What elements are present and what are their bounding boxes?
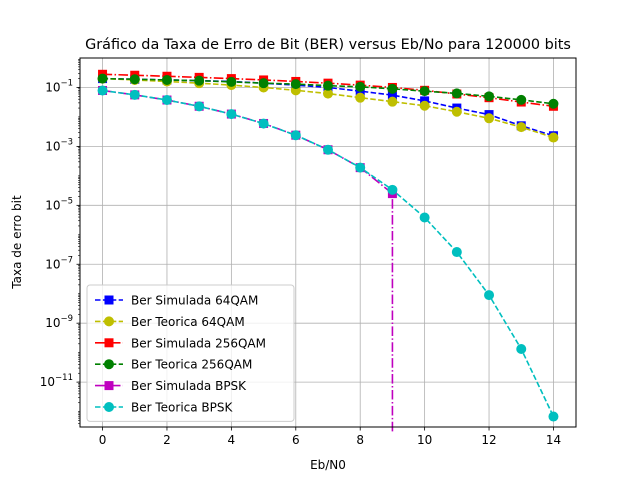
data-point bbox=[484, 290, 495, 301]
legend-marker bbox=[104, 359, 114, 370]
data-point bbox=[419, 100, 430, 111]
data-point bbox=[516, 94, 527, 105]
x-tick-label: 2 bbox=[163, 433, 171, 447]
data-point bbox=[129, 74, 140, 85]
legend-label: Ber Simulada BPSK bbox=[131, 379, 247, 393]
data-point bbox=[290, 79, 301, 90]
series-5 bbox=[97, 85, 559, 422]
data-point bbox=[355, 92, 366, 103]
series-3 bbox=[97, 73, 559, 109]
data-point bbox=[548, 98, 559, 109]
x-tick-label: 4 bbox=[228, 433, 236, 447]
data-point bbox=[451, 247, 462, 258]
data-point bbox=[419, 86, 430, 97]
data-point bbox=[226, 76, 237, 87]
legend-entry: Ber Simulada BPSK bbox=[95, 379, 247, 393]
x-tick-label: 8 bbox=[356, 433, 364, 447]
legend-label: Ber Teorica 64QAM bbox=[131, 315, 245, 329]
data-point bbox=[97, 85, 108, 96]
legend-entry: Ber Teorica 256QAM bbox=[95, 358, 252, 372]
data-point bbox=[323, 144, 333, 155]
data-point bbox=[323, 80, 333, 91]
legend-label: Ber Simulada 64QAM bbox=[131, 294, 258, 308]
legend-marker bbox=[104, 295, 114, 305]
data-point bbox=[419, 212, 430, 223]
data-point bbox=[451, 106, 462, 117]
data-point bbox=[387, 83, 398, 94]
data-point bbox=[258, 118, 269, 129]
legend-label: Ber Simulada 256QAM bbox=[131, 336, 266, 350]
data-point bbox=[258, 78, 269, 89]
data-point bbox=[194, 101, 205, 112]
data-point bbox=[484, 91, 495, 102]
legend-label: Ber Teorica BPSK bbox=[131, 401, 233, 415]
x-tick-label: 0 bbox=[99, 433, 107, 447]
legend-label: Ber Teorica 256QAM bbox=[131, 358, 252, 372]
data-point bbox=[516, 344, 527, 355]
x-tick-label: 14 bbox=[546, 433, 561, 447]
data-point bbox=[129, 89, 140, 100]
y-tick-label: 10−9 bbox=[45, 314, 73, 330]
data-point bbox=[161, 95, 172, 106]
data-point bbox=[161, 74, 172, 85]
y-tick-label: 10−1 bbox=[45, 78, 73, 94]
data-point bbox=[548, 132, 559, 143]
data-point bbox=[97, 73, 108, 84]
chart-title: Gráfico da Taxa de Erro de Bit (BER) ver… bbox=[85, 37, 571, 53]
legend-entry: Ber Teorica 64QAM bbox=[95, 315, 245, 329]
legend-marker bbox=[104, 338, 114, 348]
x-tick-label: 10 bbox=[417, 433, 432, 447]
data-point bbox=[355, 162, 366, 173]
data-point bbox=[194, 75, 205, 86]
legend-box bbox=[86, 284, 295, 422]
x-tick-label: 12 bbox=[481, 433, 496, 447]
data-point bbox=[451, 88, 462, 99]
series-layer bbox=[97, 69, 559, 432]
legend-entry: Ber Teorica BPSK bbox=[95, 401, 233, 415]
legend-entry: Ber Simulada 64QAM bbox=[95, 294, 258, 308]
data-point bbox=[548, 411, 559, 422]
data-point bbox=[387, 96, 398, 107]
plot-frame bbox=[79, 57, 577, 428]
legend-entry: Ber Simulada 256QAM bbox=[95, 336, 266, 350]
legend: Ber Simulada 64QAM Ber Teorica 64QAM Ber S… bbox=[86, 284, 295, 422]
legend-marker bbox=[104, 381, 114, 391]
y-axis: 10−1 10−3 10−5 10−7 10−9 10−11 bbox=[40, 59, 80, 424]
data-point bbox=[290, 130, 301, 141]
data-point bbox=[387, 184, 398, 195]
data-point bbox=[516, 122, 527, 133]
x-axis-label: Eb/N0 bbox=[310, 458, 346, 472]
y-axis-label: Taxa de erro bit bbox=[10, 195, 24, 290]
data-point bbox=[355, 81, 366, 92]
data-point bbox=[226, 109, 237, 120]
x-tick-label: 6 bbox=[292, 433, 300, 447]
x-axis: 0 2 4 6 8 10 12 14 bbox=[99, 427, 561, 447]
y-tick-label: 10−5 bbox=[45, 196, 73, 212]
y-tick-label: 10−7 bbox=[45, 255, 73, 271]
data-point bbox=[484, 113, 495, 124]
legend-marker bbox=[104, 402, 114, 412]
y-tick-label: 10−11 bbox=[40, 373, 73, 389]
legend-marker bbox=[104, 316, 114, 327]
y-tick-label: 10−3 bbox=[45, 137, 73, 153]
